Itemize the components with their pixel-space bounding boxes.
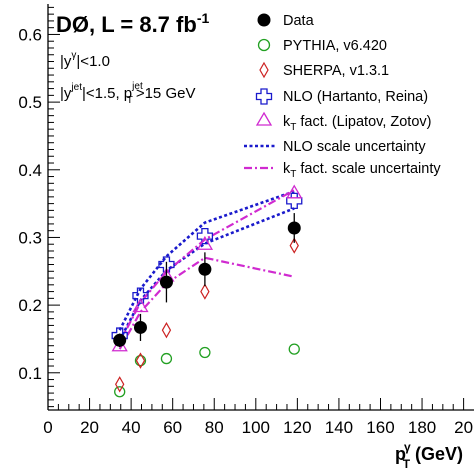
legend-item-data: Data bbox=[257, 13, 315, 29]
pythia-point bbox=[134, 354, 147, 367]
data-point bbox=[133, 320, 147, 334]
legend-item-nlo-band: NLO scale uncertainty bbox=[244, 139, 426, 155]
legend-item-kt-band: kT fact. scale uncertainty bbox=[244, 161, 441, 180]
x-tick-label: 20 bbox=[454, 418, 473, 437]
x-tick-label: 180 bbox=[408, 418, 436, 437]
sherpa-point bbox=[135, 352, 146, 369]
x-tick-label: 120 bbox=[283, 418, 311, 437]
legend-marker-nlo bbox=[255, 88, 273, 105]
y-tick-label: 0.3 bbox=[18, 228, 42, 247]
y-tick-label: 0.5 bbox=[18, 93, 42, 112]
sherpa-point bbox=[289, 237, 299, 254]
x-axis-title: pγ T (GeV) bbox=[395, 440, 463, 471]
photon-rapidity-cut: |yγ|<1.0 bbox=[60, 50, 110, 70]
legend-label-nlo-band: NLO scale uncertainty bbox=[283, 139, 426, 155]
kt-point bbox=[196, 235, 214, 250]
x-tick-label: 60 bbox=[163, 418, 182, 437]
legend-item-nlo: NLO (Hartanto, Reina) bbox=[255, 88, 428, 105]
x-tick-label: 40 bbox=[122, 418, 141, 437]
legend-label-kt-band: kT fact. scale uncertainty bbox=[283, 161, 441, 180]
sherpa-point bbox=[115, 376, 125, 393]
data-point bbox=[159, 275, 173, 289]
y-tick-label: 0.6 bbox=[18, 25, 42, 44]
legend-label-nlo: NLO (Hartanto, Reina) bbox=[283, 89, 428, 105]
y-tick-label: 0.2 bbox=[18, 296, 42, 315]
legend-marker-pythia bbox=[257, 38, 271, 52]
pythia-point bbox=[114, 386, 126, 398]
sherpa-point bbox=[161, 321, 172, 339]
legend-item-pythia: PYTHIA, v6.420 bbox=[257, 38, 387, 54]
jet-rapidity-cut: |yjet|<1.5, pjet T >15 GeV bbox=[60, 81, 195, 106]
legend-item-kt: kT fact. (Lipatov, Zotov) bbox=[255, 111, 431, 133]
nlo-band-upper-line bbox=[118, 190, 295, 331]
legend-label-data: Data bbox=[283, 13, 315, 29]
kt-point bbox=[286, 184, 303, 199]
data-point bbox=[198, 262, 212, 276]
kt-point bbox=[132, 298, 149, 313]
legend-marker-kt bbox=[255, 111, 273, 126]
pythia-point bbox=[199, 346, 211, 359]
legend-label-sherpa: SHERPA, v1.3.1 bbox=[283, 63, 389, 79]
data-point bbox=[113, 333, 127, 347]
legend: Data PYTHIA, v6.420 SHERPA, v1.3.1 NLO (… bbox=[244, 13, 441, 180]
legend-label-kt: kT fact. (Lipatov, Zotov) bbox=[283, 114, 431, 133]
pythia-point bbox=[288, 343, 300, 355]
x-tick-label: 20 bbox=[80, 418, 99, 437]
plot-area: 0 20 40 60 80 100 120 140 160 180 20 0.1 0.2 0.3 0.4 0.… bbox=[18, 4, 474, 437]
x-tick-label: 140 bbox=[325, 418, 353, 437]
y-tick-label: 0.1 bbox=[18, 364, 42, 383]
y-tick-label: 0.4 bbox=[18, 161, 42, 180]
x-tick-label: 0 bbox=[43, 418, 52, 437]
legend-label-pythia: PYTHIA, v6.420 bbox=[283, 38, 387, 54]
x-tick-label: 100 bbox=[242, 418, 270, 437]
data-point bbox=[287, 221, 301, 235]
x-tick-label: 80 bbox=[205, 418, 224, 437]
nlo-point bbox=[132, 287, 149, 304]
experiment-label: DØ, L = 8.7 fb-1 bbox=[56, 10, 209, 37]
legend-marker-data bbox=[257, 13, 271, 27]
x-tick-label: 160 bbox=[366, 418, 394, 437]
nlo-point bbox=[158, 256, 175, 273]
sherpa-point bbox=[200, 283, 210, 300]
legend-marker-sherpa bbox=[259, 61, 269, 79]
legend-item-sherpa: SHERPA, v1.3.1 bbox=[259, 61, 389, 79]
pythia-point bbox=[160, 352, 173, 365]
